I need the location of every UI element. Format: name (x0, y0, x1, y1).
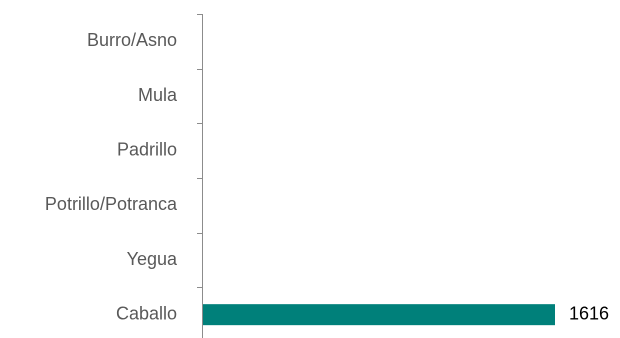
category-label: Caballo (116, 303, 177, 323)
bar (202, 304, 555, 326)
data-label: 1616 (569, 303, 609, 323)
bars (202, 304, 555, 326)
category-label: Mula (138, 85, 178, 105)
category-axis (197, 14, 203, 338)
category-label: Yegua (127, 249, 178, 269)
data-labels: 1616 (569, 303, 609, 323)
category-label: Padrillo (117, 139, 177, 159)
category-label: Potrillo/Potranca (45, 194, 178, 214)
category-labels: Burro/Asno Mula Padrillo Potrillo/Potranca Y… (45, 30, 178, 323)
category-label: Burro/Asno (87, 30, 177, 50)
